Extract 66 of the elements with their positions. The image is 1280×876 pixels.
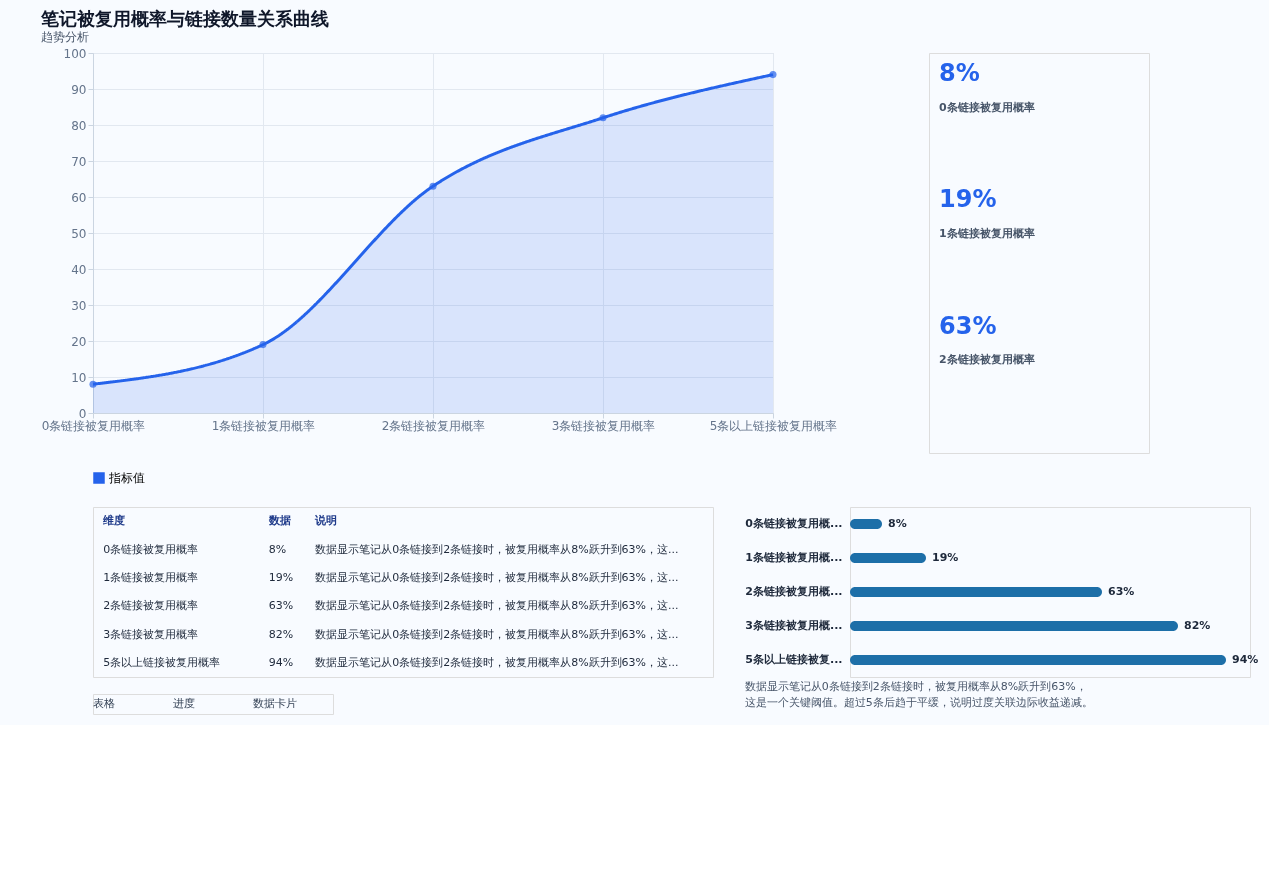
text: 数据卡片 bbox=[253, 697, 297, 710]
text: 数据显示笔记从0条链接到2条链接时，被复用概率从8%跃升到63%，这... bbox=[315, 627, 679, 641]
point bbox=[599, 114, 607, 122]
point bbox=[769, 71, 777, 79]
y-tick-label: 10 bbox=[71, 370, 87, 385]
y-tick-label: 40 bbox=[71, 262, 87, 277]
point bbox=[259, 341, 267, 349]
bar bbox=[850, 655, 1226, 665]
bar bbox=[850, 587, 1102, 597]
y-tick-label: 0 bbox=[78, 406, 87, 421]
text: 表格 bbox=[93, 697, 115, 710]
text: 0条链接被复用概率 bbox=[103, 542, 199, 556]
y-tick-label: 20 bbox=[71, 334, 87, 349]
y-tick-label: 90 bbox=[71, 82, 87, 97]
text: 82% bbox=[268, 627, 294, 641]
data-label: 8% bbox=[888, 517, 907, 530]
text: 数据显示笔记从0条链接到2条链接时，被复用概率从8%跃升到63%，这... bbox=[315, 655, 679, 669]
data-label: 82% bbox=[1184, 619, 1211, 632]
text: 5条以上链接被复用概率 bbox=[103, 655, 221, 669]
data-label: 94% bbox=[1232, 653, 1259, 666]
text: 2条链接被复用概率 bbox=[103, 599, 199, 613]
text: 数据显示笔记从0条链接到2条链接时，被复用概率从8%跃升到63%，这是一个关键阈值。超过5条后趋于平缓，说明过度关联边际收益递减。 bbox=[744, 680, 1093, 709]
point bbox=[429, 182, 437, 190]
text: 19% bbox=[268, 570, 294, 584]
bar bbox=[850, 621, 1178, 631]
y-tick-label: 100 bbox=[63, 46, 87, 61]
category-label: 5条以上链接被复... bbox=[745, 653, 843, 666]
text: 1条链接被复用概率 bbox=[103, 570, 199, 584]
point bbox=[89, 380, 97, 388]
y-tick-label: 70 bbox=[71, 154, 87, 169]
data-label: 19% bbox=[932, 551, 959, 564]
x-tick-label: 5条以上链接被复用概率 bbox=[709, 418, 838, 433]
legend-label: 指标值 bbox=[108, 471, 145, 485]
text: 94% bbox=[268, 655, 294, 669]
x-tick-label: 0条链接被复用概率 bbox=[41, 418, 146, 433]
x-tick-label: 2条链接被复用概率 bbox=[381, 418, 486, 433]
category-label: 1条链接被复用概... bbox=[745, 551, 843, 564]
y-tick-label: 60 bbox=[71, 190, 87, 205]
text: 3条链接被复用概率 bbox=[103, 627, 199, 641]
text: 说明 bbox=[314, 514, 338, 528]
text: 2条链接被复用概率 bbox=[939, 353, 1035, 367]
text: 0条链接被复用概率 bbox=[939, 100, 1035, 114]
text: 8% bbox=[939, 59, 980, 88]
text: 63% bbox=[268, 599, 294, 613]
text: 1条链接被复用概率 bbox=[939, 227, 1035, 241]
text: 63% bbox=[939, 311, 997, 340]
text: 数据显示笔记从0条链接到2条链接时，被复用概率从8%跃升到63%，这... bbox=[315, 599, 679, 613]
category-label: 2条链接被复用概... bbox=[745, 585, 843, 598]
text: 数据显示笔记从0条链接到2条链接时，被复用概率从8%跃升到63%，这... bbox=[315, 570, 679, 584]
text: 19% bbox=[939, 185, 997, 214]
text: 维度 bbox=[102, 514, 126, 528]
bar bbox=[850, 553, 926, 563]
data-label: 63% bbox=[1108, 585, 1135, 598]
text: 8% bbox=[268, 542, 287, 556]
y-tick-label: 30 bbox=[71, 298, 87, 313]
x-tick-label: 3条链接被复用概率 bbox=[551, 418, 656, 433]
y-tick-label: 50 bbox=[71, 226, 87, 241]
x-tick-label: 1条链接被复用概率 bbox=[211, 418, 316, 433]
category-label: 0条链接被复用概... bbox=[745, 517, 843, 530]
category-label: 3条链接被复用概... bbox=[745, 619, 843, 632]
text: 数据显示笔记从0条链接到2条链接时，被复用概率从8%跃升到63%，这... bbox=[315, 542, 679, 556]
y-tick-label: 80 bbox=[71, 118, 87, 133]
chart-title: 笔记被复用概率与链接数量关系曲线 bbox=[40, 8, 330, 29]
chart-subtitle: 趋势分析 bbox=[41, 30, 90, 44]
text: 进度 bbox=[173, 697, 195, 710]
text: 数据 bbox=[267, 514, 291, 528]
